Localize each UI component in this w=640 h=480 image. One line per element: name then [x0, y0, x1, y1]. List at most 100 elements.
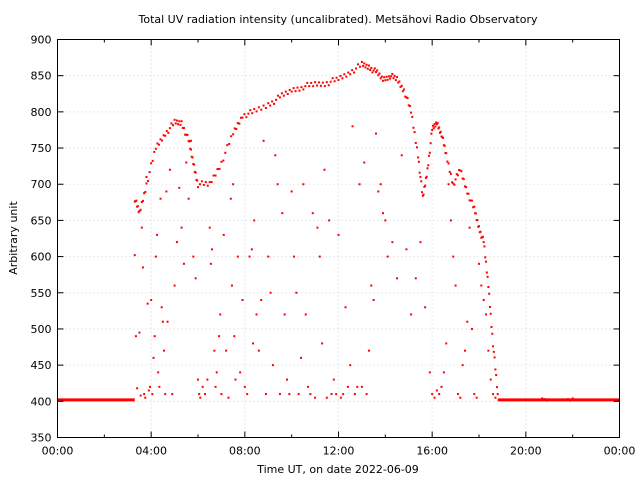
data-point — [178, 120, 181, 123]
data-point — [302, 183, 305, 186]
data-point — [389, 77, 392, 80]
plot-frame — [57, 39, 620, 438]
y-axis-ticks: 350 400 450 500 550 600 650 700 750 800 850 900 — [31, 34, 620, 445]
data-point — [495, 374, 498, 377]
data-point — [255, 313, 258, 316]
data-point — [353, 71, 356, 74]
data-point — [412, 126, 415, 129]
data-point — [208, 181, 211, 184]
data-point — [154, 147, 157, 150]
data-point — [411, 115, 414, 118]
data-point — [405, 96, 408, 99]
data-point — [157, 143, 160, 146]
data-point — [235, 127, 238, 130]
data-point — [219, 313, 222, 316]
data-point — [173, 118, 176, 121]
data-point — [458, 169, 461, 171]
data-point — [482, 241, 485, 244]
data-point — [308, 85, 311, 88]
data-point — [423, 185, 426, 188]
data-point — [377, 74, 380, 77]
data-point — [496, 393, 499, 396]
data-point — [151, 393, 154, 396]
data-point — [197, 378, 199, 381]
data-point — [156, 233, 159, 236]
data-point — [189, 148, 192, 151]
data-point — [370, 284, 373, 287]
data-point — [260, 299, 263, 302]
data-point — [153, 150, 156, 153]
data-point — [492, 393, 495, 396]
x-tick-label: 00:00 — [42, 445, 74, 458]
data-point — [381, 212, 384, 215]
data-point — [252, 342, 255, 345]
data-point — [452, 182, 455, 185]
data-point — [196, 179, 199, 182]
data-point — [396, 277, 399, 280]
y-tick-label: 350 — [31, 432, 52, 445]
x-tick-label: 08:00 — [229, 445, 261, 458]
data-point — [234, 378, 237, 381]
data-point — [328, 219, 331, 222]
data-point — [232, 183, 235, 186]
data-point — [408, 105, 411, 108]
data-point — [346, 385, 349, 388]
data-point — [136, 205, 139, 208]
x-tick-label: 04:00 — [135, 445, 167, 458]
data-point — [162, 134, 165, 137]
data-point — [166, 320, 169, 323]
data-point — [357, 63, 360, 66]
data-point — [175, 241, 178, 244]
data-point — [438, 126, 441, 129]
data-point — [310, 81, 313, 84]
data-point — [317, 81, 320, 84]
data-point — [485, 313, 488, 316]
data-point — [427, 164, 430, 167]
data-point — [463, 185, 466, 188]
data-point — [206, 184, 209, 187]
data-point — [485, 271, 488, 274]
data-point — [461, 364, 464, 367]
data-point — [321, 81, 324, 84]
data-point — [323, 168, 326, 171]
data-point — [345, 75, 348, 78]
data-point — [438, 131, 441, 134]
data-point — [160, 306, 163, 309]
data-point — [420, 180, 423, 183]
data-point — [146, 302, 149, 305]
x-tick-label: 12:00 — [323, 445, 355, 458]
data-point — [453, 183, 456, 186]
data-point — [435, 389, 438, 392]
data-point — [344, 306, 347, 309]
data-point — [339, 396, 342, 399]
data-point — [384, 79, 387, 82]
data-point — [425, 175, 428, 178]
data-point — [417, 156, 420, 159]
data-point — [351, 125, 354, 128]
data-point — [360, 60, 363, 63]
data-point — [271, 364, 274, 367]
data-point — [333, 80, 336, 83]
data-point — [466, 320, 469, 323]
data-point — [152, 356, 155, 359]
data-point — [257, 106, 260, 109]
data-point — [238, 122, 241, 125]
data-point — [371, 71, 374, 74]
data-point — [377, 190, 380, 193]
data-point — [436, 122, 439, 125]
data-point — [381, 79, 384, 82]
data-point — [276, 183, 279, 186]
data-point — [454, 284, 457, 287]
data-point — [173, 284, 176, 287]
data-point — [249, 109, 252, 112]
data-point — [267, 255, 270, 258]
data-point — [171, 393, 174, 396]
data-point — [202, 183, 205, 186]
data-point — [250, 248, 253, 251]
data-point — [430, 132, 433, 135]
data-point — [343, 73, 346, 76]
data-point — [386, 255, 389, 258]
data-point — [161, 139, 164, 142]
data-point — [158, 385, 161, 388]
data-point — [194, 171, 197, 174]
